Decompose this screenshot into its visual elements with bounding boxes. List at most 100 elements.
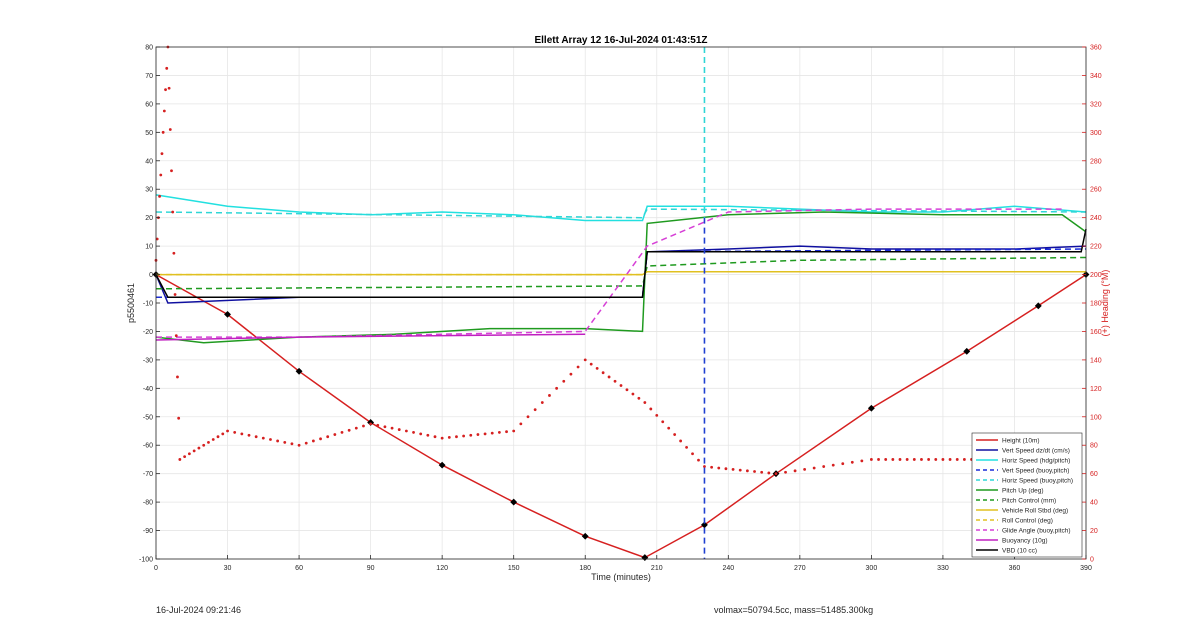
heading-point bbox=[172, 251, 176, 255]
heading-point bbox=[216, 435, 220, 439]
heading-point bbox=[685, 445, 688, 449]
heading-point bbox=[891, 458, 895, 461]
heading-point bbox=[178, 458, 182, 461]
heading-point bbox=[562, 379, 566, 383]
heading-point bbox=[497, 431, 501, 434]
x-tick-label: 150 bbox=[508, 565, 520, 572]
series-layer bbox=[152, 45, 1090, 562]
y-tick-label: 40 bbox=[145, 158, 153, 165]
heading-point bbox=[934, 458, 938, 461]
heading-point bbox=[177, 416, 181, 420]
heading-point bbox=[703, 465, 706, 468]
chart-title: Ellett Array 12 16-Jul-2024 01:43:51Z bbox=[534, 35, 707, 46]
heading-point bbox=[376, 423, 380, 427]
heading-point bbox=[533, 408, 537, 412]
heading-point bbox=[326, 435, 330, 439]
x-tick-label: 90 bbox=[367, 565, 375, 572]
series-buoyancy-10g bbox=[155, 333, 586, 341]
heading-point bbox=[426, 433, 430, 437]
heading-point bbox=[877, 458, 880, 461]
heading-point bbox=[912, 458, 916, 461]
height-marker bbox=[1034, 302, 1042, 310]
y2-tick-label: 200 bbox=[1090, 272, 1102, 279]
heading-point bbox=[548, 394, 551, 397]
heading-point bbox=[661, 420, 665, 424]
heading-point bbox=[283, 440, 287, 444]
heading-point bbox=[290, 442, 294, 446]
heading-point bbox=[490, 431, 494, 435]
x-tick-label: 60 bbox=[295, 565, 303, 572]
y-tick-label: 10 bbox=[145, 244, 153, 251]
heading-point bbox=[512, 429, 516, 433]
heading-point bbox=[519, 422, 523, 426]
legend-label: Roll Control (deg) bbox=[1002, 518, 1053, 525]
heading-point bbox=[540, 401, 544, 404]
x-tick-label: 120 bbox=[436, 565, 448, 572]
heading-point bbox=[955, 458, 959, 461]
y-tick-label: -40 bbox=[143, 386, 153, 393]
heading-point bbox=[226, 429, 229, 433]
heading-point bbox=[724, 467, 728, 471]
heading-point bbox=[221, 432, 225, 436]
heading-point bbox=[607, 375, 611, 379]
y2-tick-label: 240 bbox=[1090, 215, 1102, 222]
heading-point bbox=[165, 66, 169, 70]
x-tick-label: 180 bbox=[579, 565, 591, 572]
heading-point bbox=[159, 173, 163, 177]
heading-point bbox=[168, 128, 172, 131]
y2-tick-label: 100 bbox=[1090, 414, 1102, 421]
heading-point bbox=[920, 458, 923, 461]
heading-point bbox=[589, 362, 593, 366]
heading-point bbox=[905, 458, 909, 461]
height-marker bbox=[581, 532, 589, 540]
footer-info: volmax=50794.5cc, mass=51485.300kg bbox=[714, 605, 874, 615]
heading-point bbox=[155, 237, 159, 241]
series-roll-control-deg bbox=[156, 270, 1086, 276]
heading-point bbox=[731, 468, 735, 471]
heading-point bbox=[649, 407, 653, 411]
legend-label: Buoyancy (10g) bbox=[1002, 538, 1048, 545]
y-axis-label: p5500461 bbox=[126, 283, 136, 323]
y-tick-label: 30 bbox=[145, 187, 153, 194]
y2-tick-label: 20 bbox=[1090, 528, 1098, 535]
height-marker bbox=[701, 521, 708, 529]
y2-tick-label: 280 bbox=[1090, 158, 1102, 165]
y-tick-label: -10 bbox=[143, 301, 153, 308]
height-marker bbox=[867, 404, 875, 412]
heading-point bbox=[340, 431, 344, 434]
y2-tick-label: 300 bbox=[1090, 130, 1102, 137]
heading-point bbox=[767, 471, 771, 475]
heading-point bbox=[176, 375, 179, 379]
heading-point bbox=[717, 466, 721, 470]
heading-point bbox=[583, 358, 587, 362]
heading-point bbox=[483, 432, 487, 436]
heading-point bbox=[233, 431, 237, 434]
series-vbd-10-cc bbox=[155, 228, 1087, 299]
x-tick-label: 0 bbox=[154, 565, 158, 572]
series-pitch-control-mm bbox=[155, 256, 1087, 290]
heading-point bbox=[884, 458, 888, 461]
y-tick-label: 50 bbox=[145, 130, 153, 137]
heading-point bbox=[455, 435, 458, 439]
y2-axis-label: (+) Heading (°M) bbox=[1100, 270, 1110, 337]
heading-point bbox=[261, 436, 265, 440]
heading-point bbox=[160, 152, 164, 156]
heading-point bbox=[673, 433, 677, 436]
heading-point bbox=[167, 86, 171, 90]
heading-point bbox=[240, 432, 244, 436]
heading-point bbox=[397, 428, 401, 431]
heading-point bbox=[183, 455, 187, 458]
y2-tick-label: 320 bbox=[1090, 101, 1102, 108]
legend-label: Pitch Up (deg) bbox=[1002, 488, 1044, 495]
heading-point bbox=[697, 458, 700, 462]
heading-point bbox=[164, 88, 167, 92]
heading-point bbox=[404, 429, 408, 433]
heading-point bbox=[526, 415, 530, 419]
heading-point bbox=[555, 386, 559, 390]
heading-point bbox=[158, 194, 161, 198]
x-tick-label: 300 bbox=[866, 565, 878, 572]
x-axis-label: Time (minutes) bbox=[591, 572, 651, 582]
y2-tick-label: 120 bbox=[1090, 386, 1102, 393]
heading-point bbox=[745, 469, 749, 473]
